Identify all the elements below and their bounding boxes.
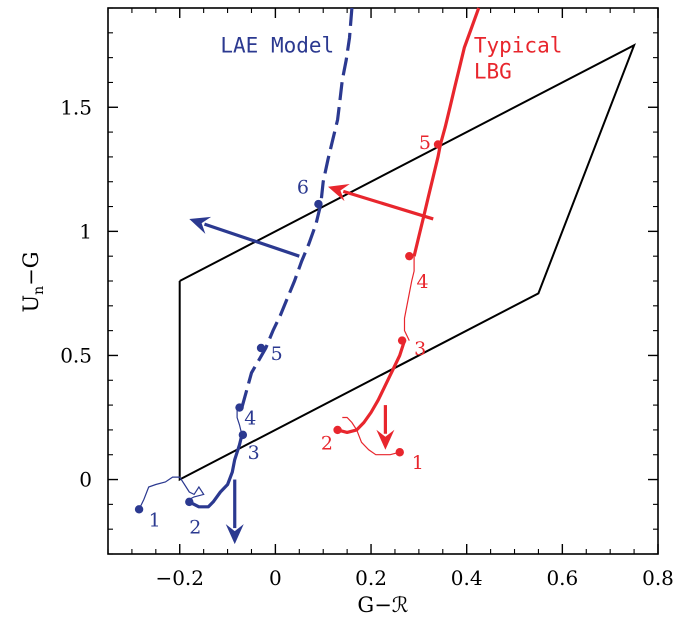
lbg-series-label: Typical — [474, 34, 563, 58]
svg-text:Un−G: Un−G — [19, 251, 47, 312]
lae-point-label-1: 1 — [149, 509, 161, 531]
x-tick-label: 0.4 — [451, 566, 483, 590]
lae-point-4 — [235, 403, 244, 412]
x-tick-label: 0.8 — [642, 566, 674, 590]
y-tick-label: 1 — [79, 219, 92, 243]
lbg-arrow-2-shaft — [342, 189, 434, 221]
lae-point-label-5: 5 — [271, 343, 283, 365]
lbg-arrow-1-head — [376, 429, 395, 450]
lae-faint-track-2 — [236, 407, 243, 436]
lae-point-3 — [238, 430, 248, 440]
x-tick-label: 0 — [269, 566, 282, 590]
y-axis-title-sub: n — [31, 286, 47, 295]
lbg-point-label-4: 4 — [416, 271, 428, 293]
lbg-point-4 — [405, 251, 414, 261]
lae-point-label-4: 4 — [244, 408, 256, 430]
lae-faint-track — [138, 476, 205, 510]
lbg-point-3 — [397, 336, 407, 345]
lbg-bold-track-2 — [412, 7, 481, 257]
selection-box-layer — [178, 43, 636, 482]
lbg-point-1 — [395, 448, 404, 457]
y-tick-label: 1.5 — [60, 95, 92, 119]
lbg-bold-track — [337, 340, 407, 434]
lae-arrow-1-head — [225, 524, 244, 545]
lae-point-6 — [314, 199, 323, 209]
y-tick-label: 0.5 — [60, 343, 92, 367]
lbg-faint-track-2 — [403, 256, 415, 341]
x-axis-title: G−ℛ — [357, 593, 408, 617]
lae-arrow-2-shaft — [203, 222, 300, 258]
lbg-point-label-1: 1 — [412, 452, 424, 474]
y-axis-title-rest: −G — [19, 251, 43, 285]
lae-point-label-6: 6 — [297, 177, 309, 199]
plot-frame — [107, 7, 659, 555]
lae-point-5 — [256, 343, 266, 353]
x-tick-label: 0.6 — [546, 566, 578, 590]
lbg-arrow-2-head — [328, 183, 350, 202]
lbg-point-2 — [333, 425, 342, 435]
lbg-point-label-5: 5 — [419, 132, 431, 154]
selection-box — [178, 43, 636, 482]
lae-point-1 — [134, 505, 144, 514]
lbg-faint-track — [342, 416, 400, 456]
y-tick-label: 0 — [79, 468, 92, 492]
lae-dashed-track — [240, 7, 354, 409]
y-axis-title-main: U — [19, 295, 43, 313]
y-axis-title: Un−G — [19, 251, 47, 312]
ticks-layer: −0.2 0 0.2 0.4 0.6 0.8 0 0.5 1 1.5 — [60, 7, 674, 590]
lae-point-2 — [185, 497, 194, 507]
x-tick-label: −0.2 — [155, 566, 204, 590]
lbg-point-label-2: 2 — [321, 432, 333, 454]
lae-point-label-2: 2 — [189, 517, 201, 539]
x-tick-label: 0.2 — [355, 566, 387, 590]
lbg-point-5 — [433, 140, 443, 149]
lae-point-label-3: 3 — [248, 442, 260, 464]
lae-series-label: LAE Model — [220, 34, 334, 58]
lae-bold-track — [188, 434, 244, 509]
lbg-series-label: LBG — [474, 60, 512, 84]
lae-arrow-2-head — [189, 216, 212, 234]
lbg-point-label-3: 3 — [414, 338, 426, 360]
